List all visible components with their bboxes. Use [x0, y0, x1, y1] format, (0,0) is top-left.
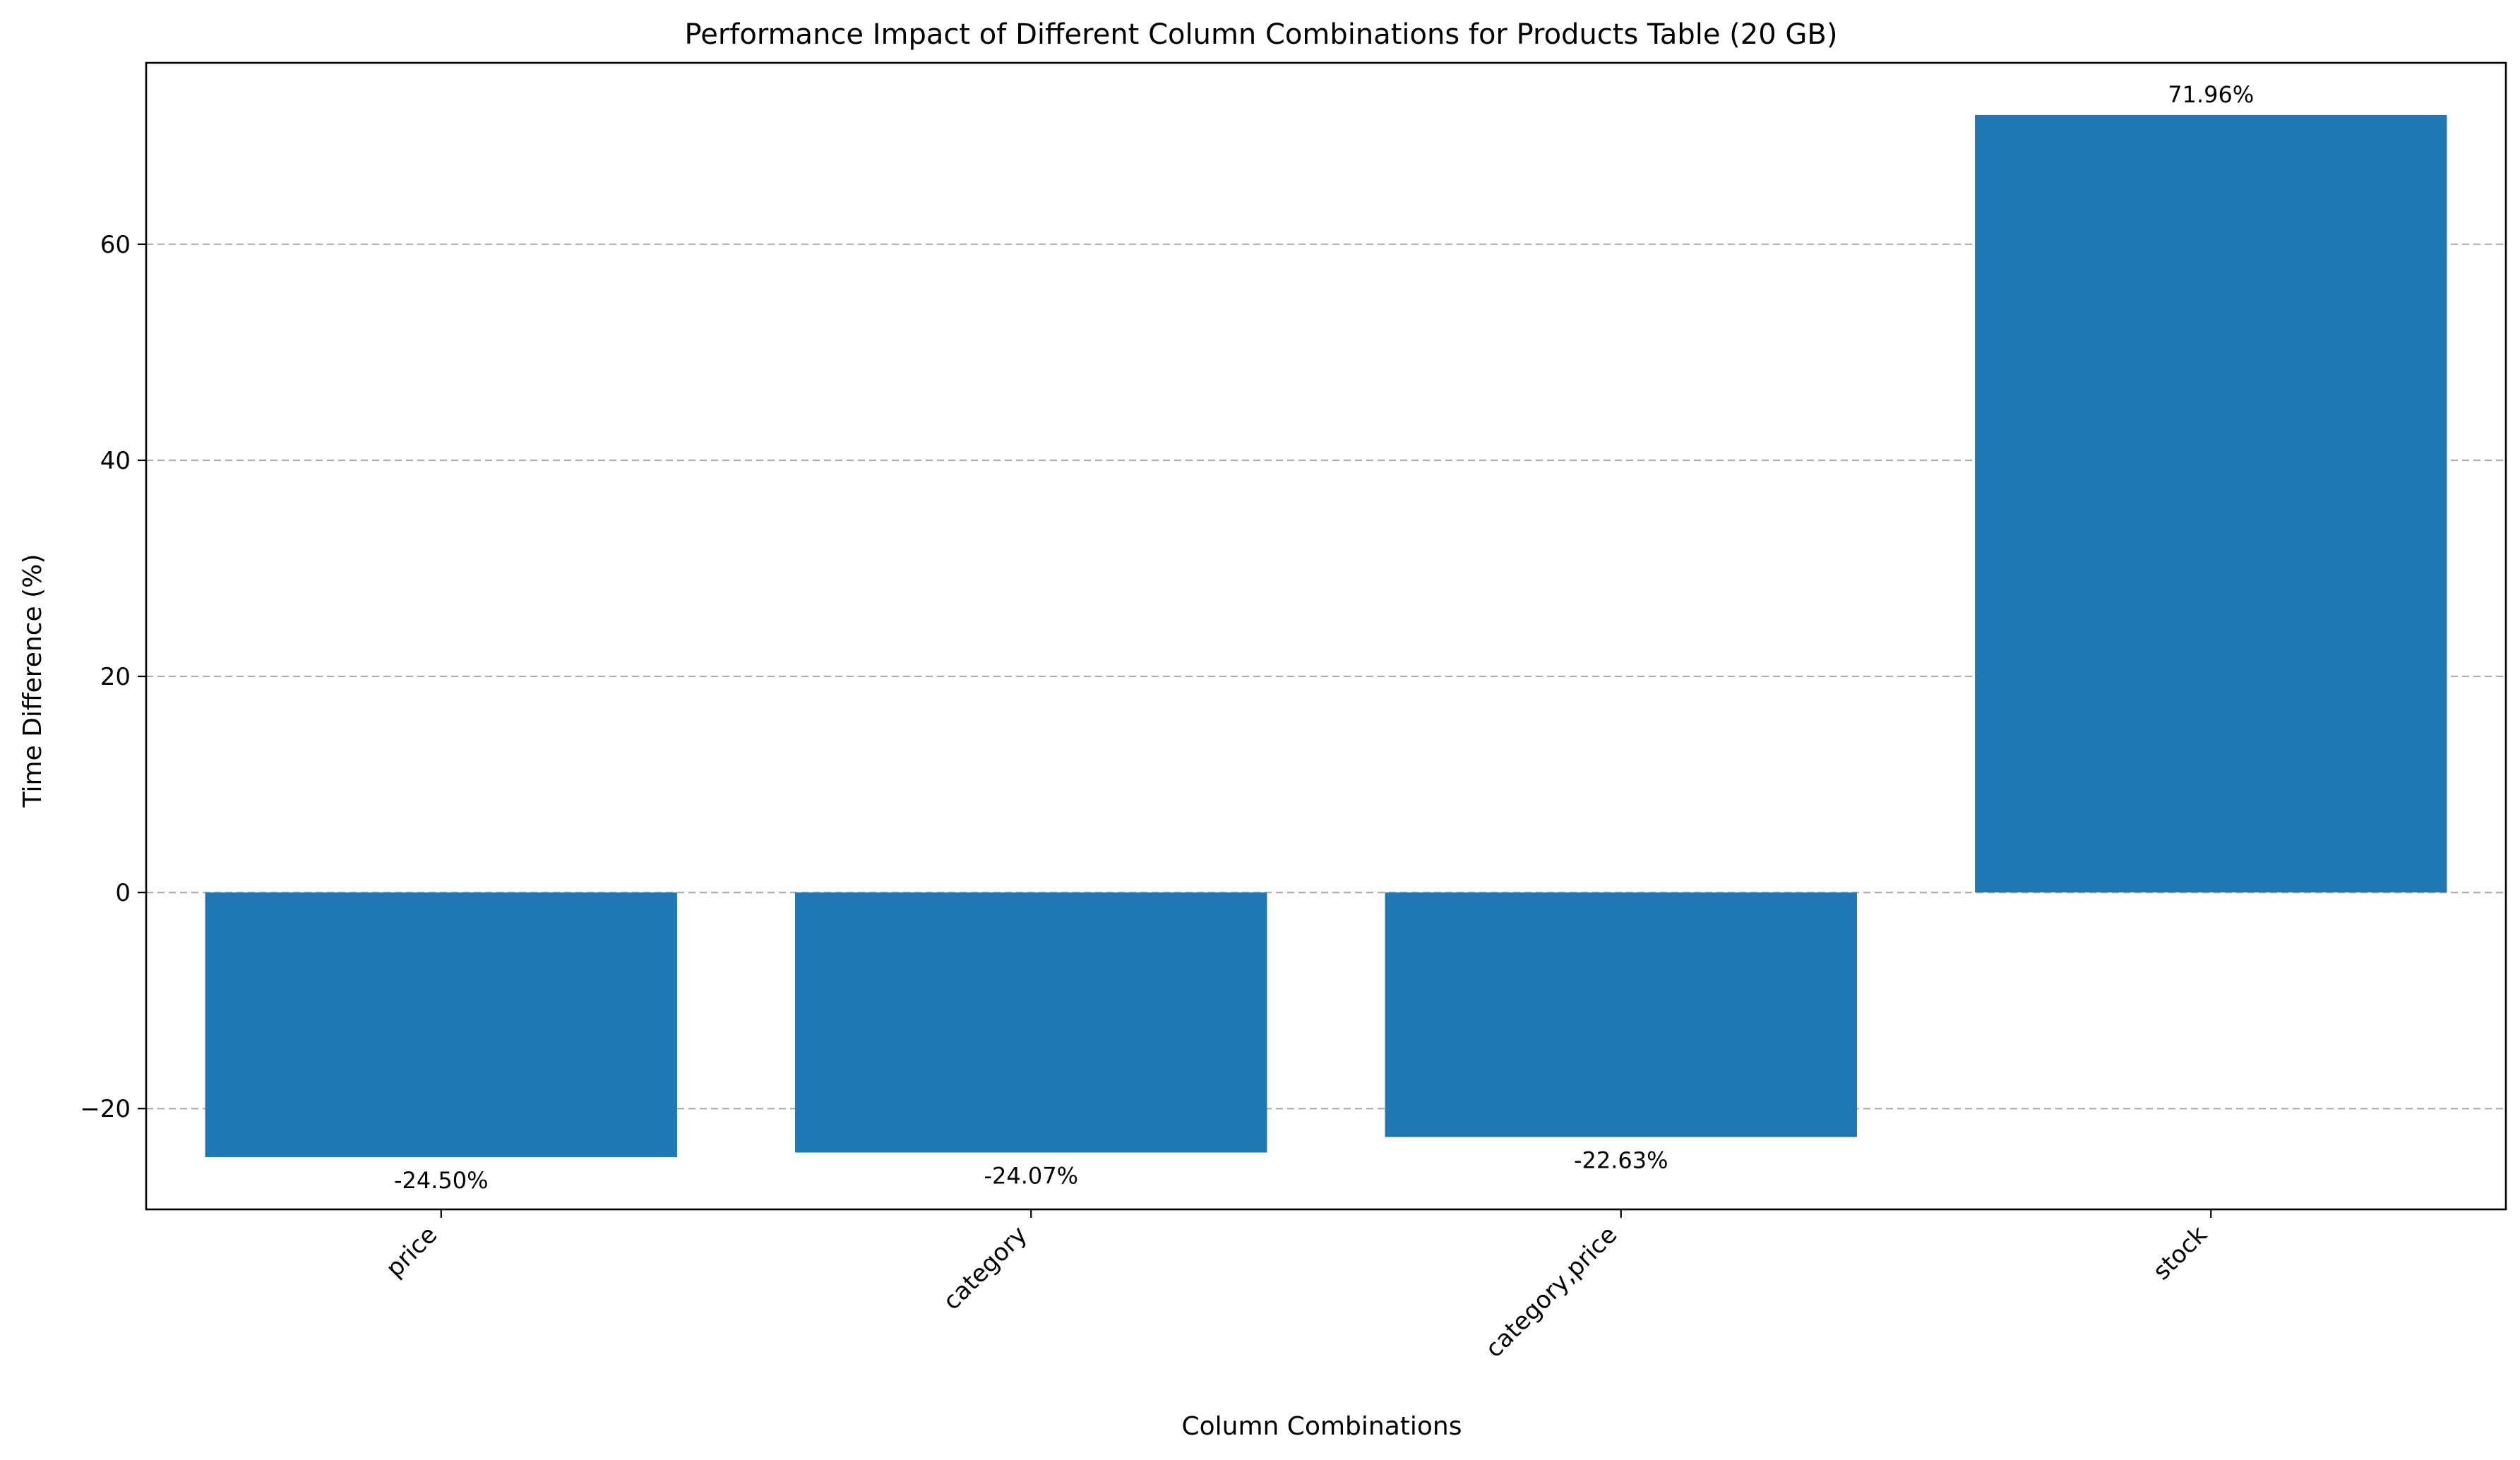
y-axis-label: Time Difference (%) [18, 554, 47, 808]
bars [205, 114, 2447, 1158]
y-tick-label: 20 [100, 663, 131, 691]
bar [205, 892, 677, 1158]
x-axis-label: Column Combinations [1182, 1412, 1462, 1441]
data-labels: -24.50% -24.07% -22.63% 71.96% [394, 81, 2254, 1194]
y-tick-label: 40 [100, 447, 131, 475]
bar-value-label: 71.96% [2168, 81, 2254, 108]
bar [1975, 114, 2447, 893]
y-tick-label: 60 [100, 231, 131, 259]
bar [795, 892, 1267, 1153]
bar-value-label: -22.63% [1574, 1147, 1668, 1173]
bar [1385, 892, 1857, 1137]
y-tick-label: −20 [80, 1095, 131, 1123]
y-tick-label: 0 [115, 879, 131, 907]
plot-frame [145, 61, 2507, 1211]
bar-value-label: -24.50% [394, 1167, 489, 1194]
y-axis-ticks: −20 0 20 40 60 [80, 231, 146, 1123]
chart-title: Performance Impact of Different Column C… [685, 18, 1838, 51]
bar-value-label: -24.07% [984, 1163, 1078, 1190]
